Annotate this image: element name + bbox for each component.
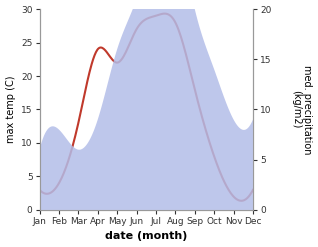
X-axis label: date (month): date (month) <box>105 231 187 242</box>
Y-axis label: max temp (C): max temp (C) <box>5 76 16 143</box>
Y-axis label: med. precipitation
(kg/m2): med. precipitation (kg/m2) <box>291 65 313 154</box>
